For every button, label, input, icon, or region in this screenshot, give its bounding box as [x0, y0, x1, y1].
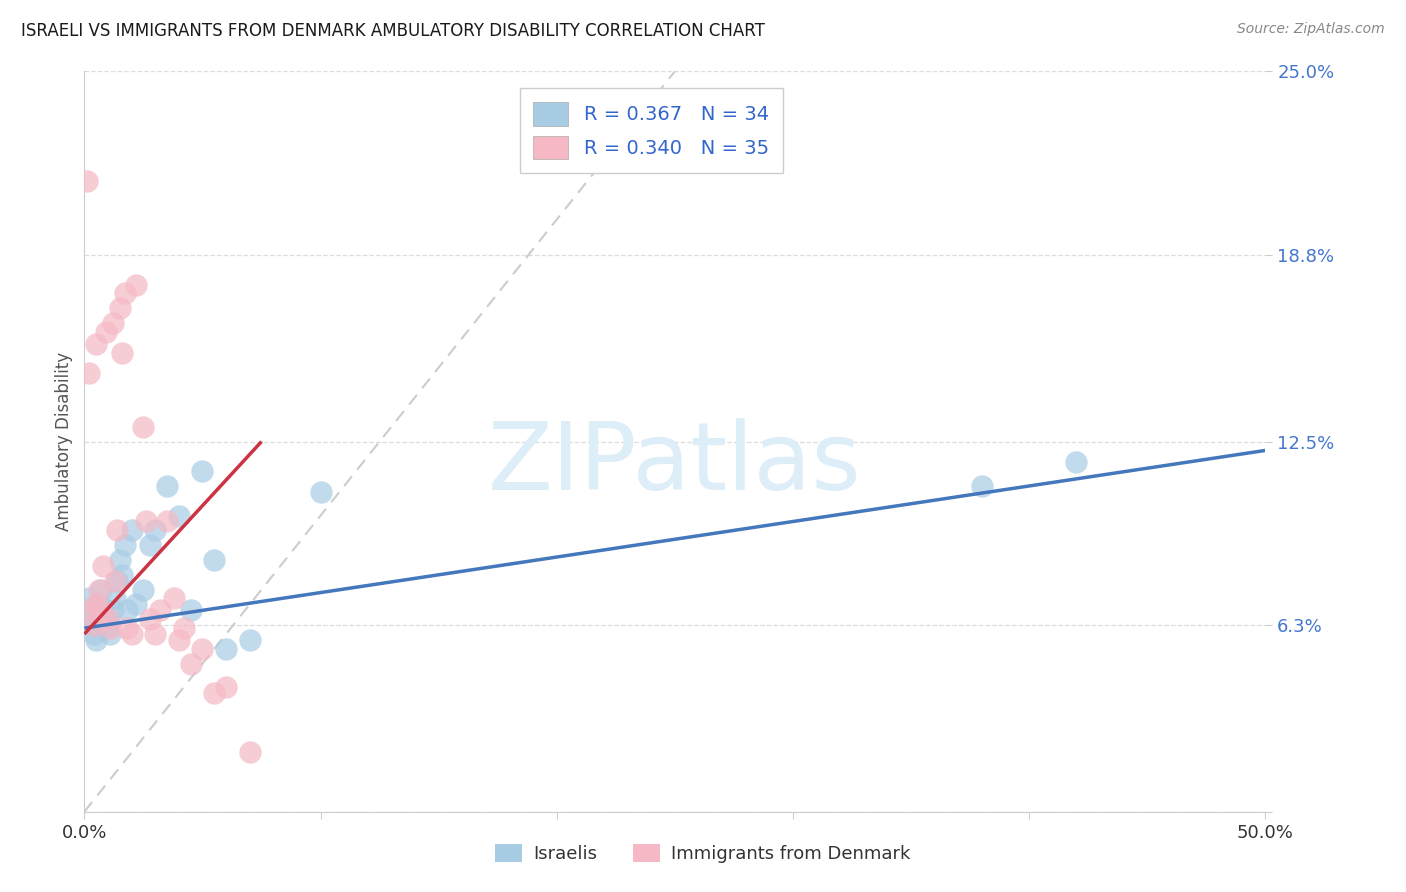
Point	[215, 681, 238, 695]
Point	[104, 591, 127, 606]
Point	[173, 621, 195, 635]
Point	[239, 746, 262, 760]
Legend: Israelis, Immigrants from Denmark: Israelis, Immigrants from Denmark	[485, 833, 921, 874]
Point	[77, 367, 100, 381]
Point	[156, 479, 179, 493]
Point	[143, 627, 166, 641]
Point	[76, 603, 98, 617]
Point	[76, 174, 98, 188]
Point	[114, 538, 136, 552]
Point	[114, 286, 136, 301]
Point	[77, 591, 100, 606]
Point	[108, 553, 131, 567]
Point	[91, 603, 114, 617]
Point	[163, 591, 186, 606]
Y-axis label: Ambulatory Disability: Ambulatory Disability	[55, 352, 73, 531]
Point	[98, 621, 121, 635]
Point	[125, 277, 148, 292]
Point	[87, 598, 110, 612]
Point	[94, 621, 117, 635]
Point	[83, 627, 105, 641]
Point	[107, 524, 129, 538]
Point	[101, 603, 124, 617]
Point	[104, 574, 127, 588]
Point	[84, 632, 107, 647]
Point	[111, 567, 134, 582]
Point	[108, 301, 131, 316]
Point	[167, 508, 190, 523]
Point	[115, 621, 138, 635]
Point	[101, 316, 124, 330]
Point	[202, 553, 225, 567]
Point	[107, 574, 129, 588]
Point	[97, 612, 120, 626]
Point	[143, 524, 166, 538]
Point	[970, 479, 993, 493]
Point	[156, 515, 179, 529]
Point	[84, 618, 107, 632]
Point	[87, 582, 110, 597]
Text: ISRAELI VS IMMIGRANTS FROM DENMARK AMBULATORY DISABILITY CORRELATION CHART: ISRAELI VS IMMIGRANTS FROM DENMARK AMBUL…	[21, 22, 765, 40]
Point	[98, 627, 121, 641]
Legend: R = 0.367   N = 34, R = 0.340   N = 35: R = 0.367 N = 34, R = 0.340 N = 35	[520, 88, 783, 173]
Point	[139, 538, 162, 552]
Text: Source: ZipAtlas.com: Source: ZipAtlas.com	[1237, 22, 1385, 37]
Point	[167, 632, 190, 647]
Point	[121, 524, 143, 538]
Text: ZIPatlas: ZIPatlas	[488, 417, 862, 509]
Point	[309, 484, 332, 499]
Point	[80, 612, 103, 626]
Point	[97, 612, 120, 626]
Point	[94, 325, 117, 339]
Point	[84, 336, 107, 351]
Point	[191, 464, 214, 478]
Point	[91, 558, 114, 573]
Point	[135, 515, 157, 529]
Point	[191, 641, 214, 656]
Point	[83, 618, 105, 632]
Point	[90, 582, 112, 597]
Point	[132, 582, 155, 597]
Point	[239, 632, 262, 647]
Point	[80, 603, 103, 617]
Point	[90, 603, 112, 617]
Point	[115, 603, 138, 617]
Point	[139, 612, 162, 626]
Point	[215, 641, 238, 656]
Point	[84, 598, 107, 612]
Point	[125, 598, 148, 612]
Point	[121, 627, 143, 641]
Point	[180, 603, 202, 617]
Point	[180, 657, 202, 671]
Point	[132, 419, 155, 434]
Point	[111, 345, 134, 359]
Point	[1066, 455, 1088, 469]
Point	[149, 603, 172, 617]
Point	[202, 686, 225, 700]
